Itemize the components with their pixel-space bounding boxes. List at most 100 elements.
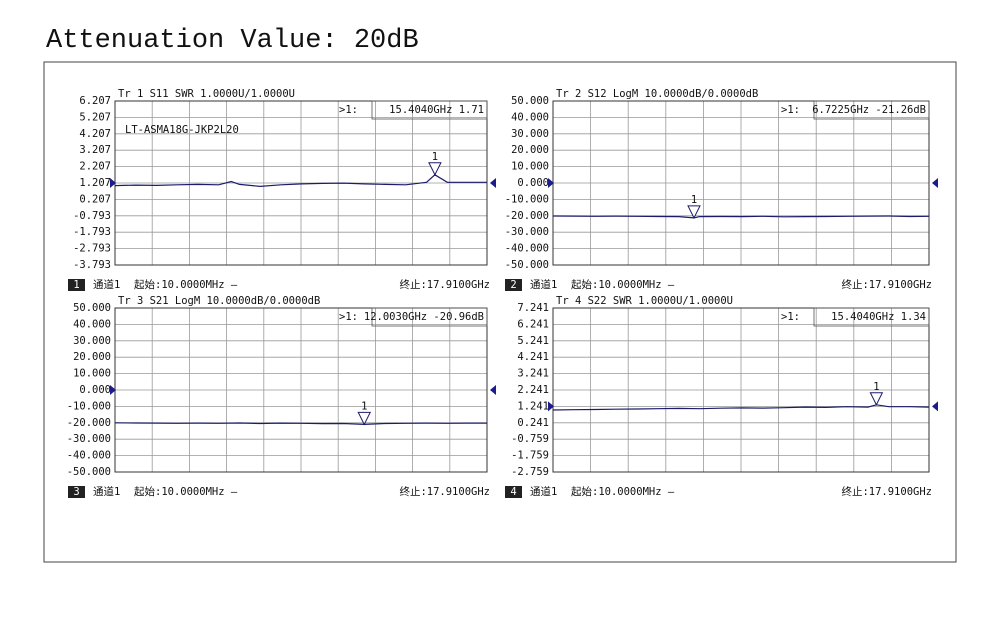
marker — [869, 392, 884, 406]
marker-label: 1 — [691, 194, 697, 206]
y-tick-label: 40.000 — [511, 111, 549, 123]
y-tick-label: -30.000 — [505, 226, 549, 238]
trace-badge — [505, 279, 522, 291]
frame — [43, 61, 957, 563]
trace-number: 2 — [510, 279, 516, 291]
readout-box — [813, 307, 930, 327]
y-tick-label: -0.759 — [511, 433, 549, 445]
trace — [114, 422, 487, 426]
y-tick-label: -0.793 — [73, 210, 111, 222]
readout-box — [813, 100, 930, 120]
y-tick-label: 0.241 — [517, 417, 549, 429]
y-tick-label: -50.000 — [505, 259, 549, 271]
trace-title: Tr 4 S22 SWR 1.0000U/1.0000U — [556, 295, 733, 307]
trace-title: Tr 2 S12 LogM 10.0000dB/0.0000dB — [556, 88, 758, 100]
marker — [428, 162, 442, 176]
y-tick-label: 6.241 — [517, 318, 549, 330]
trace-badge — [68, 486, 85, 498]
y-tick-label: -3.793 — [73, 259, 111, 271]
start-freq: 起始:10.0000MHz — — [571, 278, 675, 291]
y-tick-label: 4.241 — [517, 351, 549, 363]
ref-arrow-right — [490, 385, 496, 395]
ref-arrow-left — [548, 401, 554, 412]
stop-freq: 终止:17.9100GHz — [841, 278, 932, 291]
marker — [687, 205, 701, 219]
y-tick-label: 7.241 — [517, 302, 549, 314]
ref-arrow-left — [110, 385, 116, 395]
start-freq: 起始:10.0000MHz — — [134, 485, 238, 498]
trace-badge — [68, 279, 85, 291]
ref-arrow-right — [932, 401, 938, 412]
readout-prefix: >1: — [339, 104, 358, 116]
trace — [552, 215, 930, 219]
marker-label: 1 — [873, 381, 879, 393]
start-freq: 起始:10.0000MHz — — [571, 485, 675, 498]
y-tick-label: 20.000 — [511, 144, 549, 156]
y-tick-label: 3.207 — [79, 144, 111, 156]
marker-label: 1 — [432, 151, 438, 163]
y-tick-label: 0.000 — [79, 384, 111, 396]
readout-prefix: >1: — [339, 311, 358, 323]
ref-arrow-left — [110, 178, 116, 188]
stop-freq: 终止:17.9100GHz — [399, 485, 490, 498]
ref-arrow-left — [548, 178, 554, 188]
channel: 通道1 — [530, 485, 557, 498]
y-tick-label: -30.000 — [67, 433, 111, 445]
start-freq: 起始:10.0000MHz — — [134, 278, 238, 291]
y-tick-label: 1.207 — [79, 177, 111, 189]
trace — [114, 174, 487, 188]
y-tick-label: -20.000 — [67, 417, 111, 429]
channel: 通道1 — [530, 278, 557, 291]
y-tick-label: 0.000 — [517, 177, 549, 189]
trace-number: 4 — [510, 486, 516, 498]
trace — [552, 404, 930, 411]
y-tick-label: -20.000 — [505, 210, 549, 222]
readout: 15.4040GHz 1.71 — [389, 104, 484, 116]
ref-arrow-right — [932, 178, 938, 188]
trace-title: Tr 1 S11 SWR 1.0000U/1.0000U — [118, 88, 295, 100]
readout: 6.7225GHz -21.26dB — [812, 104, 926, 116]
readout: 15.4040GHz 1.34 — [831, 311, 926, 323]
channel: 通道1 — [93, 278, 120, 291]
y-tick-label: 2.241 — [517, 384, 549, 396]
y-tick-label: 20.000 — [73, 351, 111, 363]
y-tick-label: -50.000 — [67, 466, 111, 478]
y-tick-label: 5.241 — [517, 335, 549, 347]
y-tick-label: -1.759 — [511, 450, 549, 462]
y-tick-label: 10.000 — [73, 368, 111, 380]
marker-label: 1 — [361, 400, 367, 412]
trace-number: 1 — [73, 279, 79, 291]
trace-badge — [505, 486, 522, 498]
y-tick-label: 40.000 — [73, 318, 111, 330]
y-tick-label: 10.000 — [511, 161, 549, 173]
annotation: LT-ASMA18G-JKP2L20 — [125, 124, 239, 136]
readout-prefix: >1: — [781, 104, 800, 116]
y-tick-label: -2.793 — [73, 243, 111, 255]
readout-box — [371, 100, 488, 120]
readout: 12.0030GHz -20.96dB — [364, 311, 484, 323]
y-tick-label: 30.000 — [73, 335, 111, 347]
y-tick-label: -40.000 — [67, 450, 111, 462]
readout-box — [371, 307, 488, 327]
y-tick-label: -40.000 — [505, 243, 549, 255]
channel: 通道1 — [93, 485, 120, 498]
y-tick-label: -2.759 — [511, 466, 549, 478]
y-tick-label: 1.241 — [517, 400, 549, 412]
y-tick-label: -10.000 — [505, 193, 549, 205]
page-title: Attenuation Value: 20dB — [46, 26, 419, 56]
y-tick-label: 4.207 — [79, 128, 111, 140]
marker — [357, 411, 372, 426]
trace-title: Tr 3 S21 LogM 10.0000dB/0.0000dB — [118, 295, 320, 307]
y-tick-label: 50.000 — [73, 302, 111, 314]
stop-freq: 终止:17.9100GHz — [399, 278, 490, 291]
readout-prefix: >1: — [781, 311, 800, 323]
plot-border — [552, 307, 930, 473]
y-tick-label: 5.207 — [79, 111, 111, 123]
y-tick-label: -1.793 — [73, 226, 111, 238]
y-tick-label: -10.000 — [67, 400, 111, 412]
y-tick-label: 3.241 — [517, 368, 549, 380]
y-tick-label: 0.207 — [79, 193, 111, 205]
trace-number: 3 — [73, 486, 79, 498]
